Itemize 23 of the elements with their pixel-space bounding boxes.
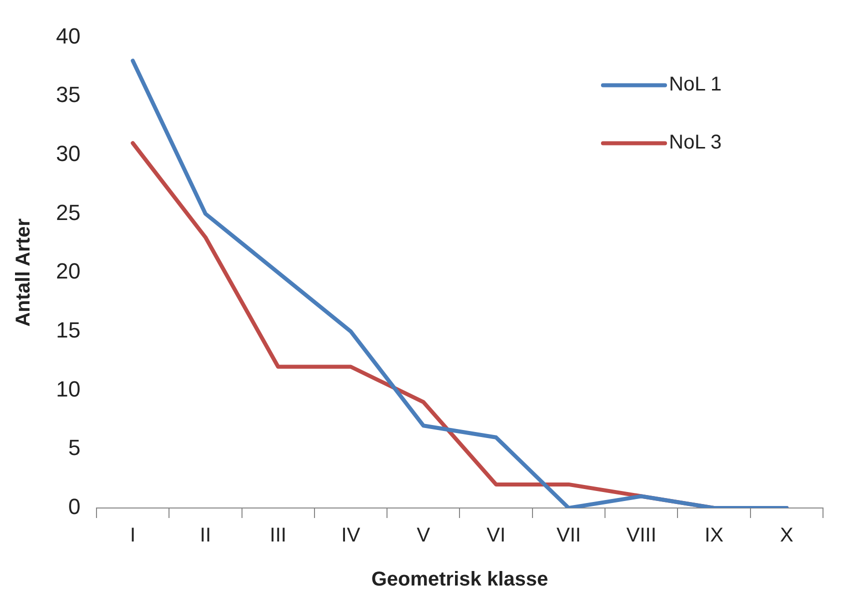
y-tick-label: 30	[56, 140, 80, 166]
x-tick-label: VI	[486, 524, 506, 547]
x-tick-label: I	[130, 524, 136, 547]
x-tick-label: II	[200, 524, 212, 547]
y-tick-label: 15	[56, 318, 80, 343]
y-tick-label: 40	[56, 23, 80, 48]
y-tick-label: 20	[56, 258, 80, 284]
x-tick-label: IV	[341, 524, 361, 547]
y-tick-label: 5	[68, 435, 80, 460]
y-tick-label: 35	[56, 82, 80, 108]
legend-label: NoL 3	[669, 132, 722, 154]
y-tick-label: 0	[68, 494, 80, 520]
x-tick-label: X	[780, 524, 794, 547]
y-tick-label: 25	[56, 200, 80, 225]
x-tick-label: IX	[704, 524, 724, 547]
x-tick-label: VIII	[626, 524, 656, 547]
x-axis-title: Geometrisk klasse	[371, 568, 548, 591]
x-tick-label: V	[416, 524, 431, 547]
x-tick-label: III	[270, 524, 286, 547]
x-tick-label: VII	[556, 524, 581, 547]
legend-label: NoL 1	[669, 74, 722, 96]
y-tick-label: 10	[56, 376, 80, 402]
y-axis-title: Antall Arter	[12, 218, 35, 327]
